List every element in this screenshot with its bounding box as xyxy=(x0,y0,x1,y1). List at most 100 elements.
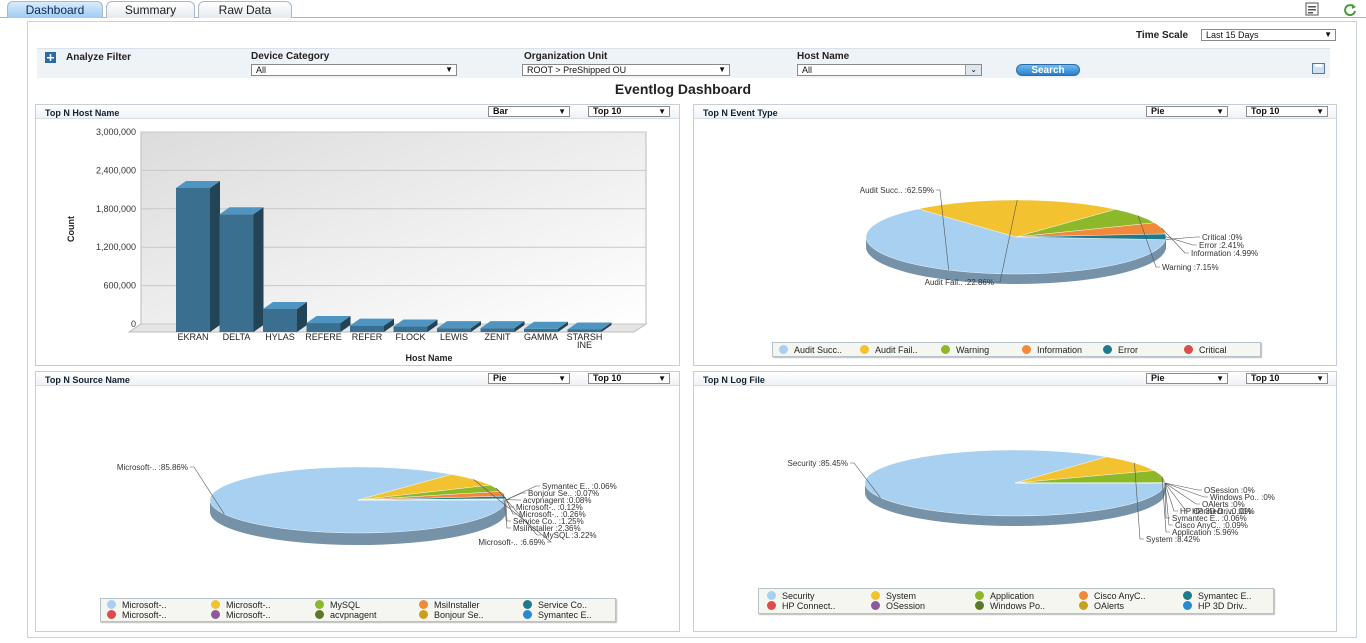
host-chart-type-select[interactable]: Bar ▼ xyxy=(488,106,570,117)
legend-swatch xyxy=(1183,591,1192,600)
legend-item[interactable]: Warning xyxy=(941,345,989,355)
tab-raw-data[interactable]: Raw Data xyxy=(198,1,292,18)
panel-host-name: Top N Host Name Bar ▼ Top 10 ▼ 0 600,000 1,2… xyxy=(35,104,680,366)
legend-label: HP 3D Driv.. xyxy=(1198,601,1248,611)
export-pdf-icon[interactable] xyxy=(1305,2,1319,16)
panel-source-name: Top N Source Name Pie ▼ Top 10 ▼ Microsoft… xyxy=(35,371,680,632)
host-name-select[interactable]: All ⌄ xyxy=(797,64,982,76)
x-tick-label: REFER xyxy=(352,332,383,342)
y-tick-label: 3,000,000 xyxy=(96,127,136,137)
legend-swatch xyxy=(1079,591,1088,600)
legend-swatch xyxy=(975,591,984,600)
legend-item[interactable]: System xyxy=(871,591,916,601)
data-label-leader xyxy=(1164,482,1200,505)
data-label: Service Co.. :1.25% xyxy=(513,517,584,526)
logfile-chart-type-select[interactable]: Pie ▼ xyxy=(1146,373,1228,384)
time-scale-select[interactable]: Last 15 Days ▼ xyxy=(1201,29,1336,41)
legend-item[interactable]: Microsoft-.. xyxy=(107,610,167,620)
legend-item[interactable]: OAlerts xyxy=(1079,601,1124,611)
bar-side xyxy=(427,319,438,332)
legend-swatch xyxy=(779,345,788,354)
x-axis-label: Host Name xyxy=(405,353,452,363)
panel-event-type: Top N Event Type Pie ▼ Top 10 ▼ Audit Succ… xyxy=(693,104,1337,366)
legend-item[interactable]: Windows Po.. xyxy=(975,601,1045,611)
legend-item[interactable]: Microsoft-.. xyxy=(211,610,271,620)
legend-swatch xyxy=(211,600,220,609)
data-label-leader xyxy=(850,462,881,498)
tab-summary[interactable]: Summary xyxy=(106,1,195,18)
legend-item[interactable]: MySQL xyxy=(315,600,360,610)
data-label: Information :4.99% xyxy=(1191,249,1258,258)
tab-dashboard[interactable]: Dashboard xyxy=(7,1,103,18)
data-label-leader xyxy=(996,199,1018,283)
org-unit-label: Organization Unit xyxy=(524,51,608,62)
event-topn-select[interactable]: Top 10 ▼ xyxy=(1246,106,1328,117)
bar-top xyxy=(176,181,220,188)
expand-filter-icon[interactable] xyxy=(45,52,56,63)
save-icon[interactable] xyxy=(1312,63,1325,74)
bar-side xyxy=(558,321,568,332)
host-name-value: All xyxy=(802,65,813,75)
legend-item[interactable]: Microsoft-.. xyxy=(107,600,167,610)
data-label-leader xyxy=(1164,482,1202,491)
data-label: Critical :0% xyxy=(1202,233,1242,242)
legend-item[interactable]: Audit Succ.. xyxy=(779,345,842,355)
data-label: Security :85.45% xyxy=(788,459,848,468)
legend-label: Error xyxy=(1118,345,1138,355)
y-tick-label: 0 xyxy=(131,319,136,329)
legend-label: Microsoft-.. xyxy=(226,610,271,620)
legend-swatch xyxy=(1022,345,1031,354)
y-axis-label: Count xyxy=(66,216,76,242)
data-label: Warning :7.15% xyxy=(1162,263,1219,272)
x-tick-label: GAMMA xyxy=(524,332,558,342)
data-label-leader xyxy=(505,499,514,508)
legend-item[interactable]: MsiInstaller xyxy=(419,600,480,610)
legend-item[interactable]: OSession xyxy=(871,601,925,611)
search-button[interactable]: Search xyxy=(1016,64,1080,76)
event-type-legend: Audit Succ.. Audit Fail.. Warning Informati… xyxy=(772,342,1261,357)
legend-item[interactable]: HP Connect.. xyxy=(767,601,835,611)
pie-slice-side xyxy=(866,237,1166,285)
log-file-pie-chart: Security :85.45% System :8.42%Application… xyxy=(788,449,1275,544)
data-label-leader xyxy=(1165,236,1200,240)
refresh-icon[interactable] xyxy=(1343,2,1357,16)
legend-swatch xyxy=(107,610,116,619)
x-tick-label: ZENIT xyxy=(485,332,512,342)
legend-label: Information xyxy=(1037,345,1083,355)
bar-top xyxy=(480,321,525,329)
source-topn-select[interactable]: Top 10 ▼ xyxy=(588,373,670,384)
legend-label: OSession xyxy=(886,601,926,611)
source-chart-type-select[interactable]: Pie ▼ xyxy=(488,373,570,384)
legend-item[interactable]: acvpnagent xyxy=(315,610,377,620)
legend-item[interactable]: Bonjour Se.. xyxy=(419,610,484,620)
legend-item[interactable]: Application xyxy=(975,591,1034,601)
event-chart-type-select[interactable]: Pie ▼ xyxy=(1146,106,1228,117)
host-topn-select[interactable]: Top 10 ▼ xyxy=(588,106,670,117)
org-unit-select[interactable]: ROOT > PreShipped OU ▼ xyxy=(522,64,730,76)
data-label: Microsoft-.. :6.69% xyxy=(478,538,545,547)
y-tick-label: 1,200,000 xyxy=(96,242,136,252)
legend-item[interactable]: Error xyxy=(1103,345,1138,355)
legend-swatch xyxy=(107,600,116,609)
bar xyxy=(350,325,384,332)
legend-item[interactable]: HP 3D Driv.. xyxy=(1183,601,1247,611)
data-label-leader xyxy=(1134,463,1144,540)
x-tick-label: EKRAN xyxy=(177,332,208,342)
legend-item[interactable]: Critical xyxy=(1184,345,1227,355)
legend-label: Windows Po.. xyxy=(990,601,1046,611)
legend-item[interactable]: Security xyxy=(767,591,815,601)
legend-item[interactable]: Service Co.. xyxy=(523,600,587,610)
logfile-topn-select[interactable]: Top 10 ▼ xyxy=(1246,373,1328,384)
legend-item[interactable]: Symantec E.. xyxy=(1183,591,1252,601)
data-label: HP 3D Driv.. :0% xyxy=(1192,507,1252,516)
legend-item[interactable]: Audit Fail.. xyxy=(860,345,918,355)
data-label: Microsoft-.. :0.26% xyxy=(519,510,586,519)
legend-label: acvpnagent xyxy=(330,610,377,620)
analyze-filter-label: Analyze Filter xyxy=(66,52,132,63)
legend-item[interactable]: Symantec E.. xyxy=(523,610,592,620)
legend-item[interactable]: Microsoft-.. xyxy=(211,600,271,610)
legend-swatch xyxy=(419,610,428,619)
device-category-select[interactable]: All ▼ xyxy=(251,64,457,76)
legend-item[interactable]: Cisco AnyC.. xyxy=(1079,591,1146,601)
legend-item[interactable]: Information xyxy=(1022,345,1082,355)
